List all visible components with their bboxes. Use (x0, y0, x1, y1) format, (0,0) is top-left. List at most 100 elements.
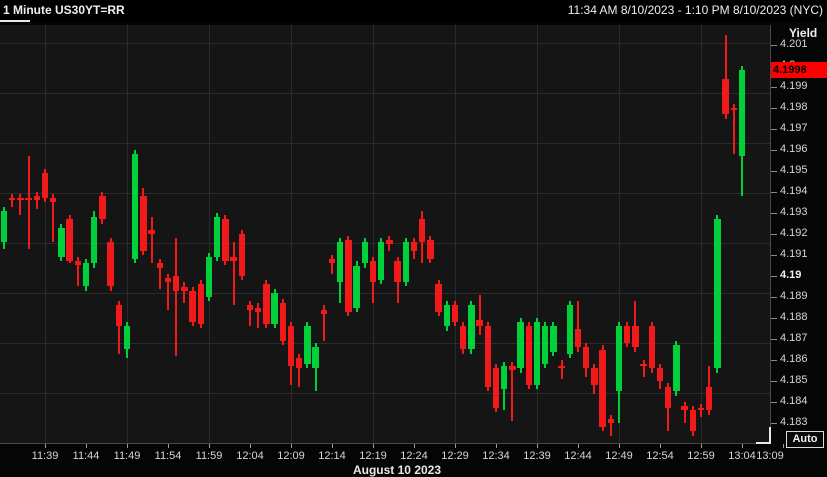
candle-body-down (66, 219, 73, 262)
horizontal-gridline (0, 293, 771, 294)
x-axis-date-label: August 10 2023 (352, 463, 442, 477)
candle-body-down (648, 326, 656, 369)
x-axis-tick (86, 444, 87, 448)
x-axis-label: 11:39 (31, 450, 59, 462)
candle-body-down (156, 263, 164, 268)
x-axis-tick (537, 444, 538, 448)
candle-body-down (681, 406, 688, 411)
y-axis-tick (771, 87, 777, 88)
vertical-gridline (618, 25, 620, 444)
x-axis-tick (209, 444, 210, 448)
candle-wick-down (724, 34, 727, 119)
candlestick-plot-area[interactable] (0, 25, 771, 444)
candle-wick-down (257, 303, 260, 329)
y-axis[interactable]: Yield 4.2014.24.1994.1984.1974.1964.1954… (771, 22, 827, 444)
x-axis-label: 12:24 (400, 450, 428, 462)
candle-body-down (697, 408, 705, 411)
candle-body-up (90, 217, 98, 264)
auto-scale-button[interactable]: Auto (786, 431, 824, 448)
candle-body-down (558, 366, 565, 369)
candle-wick-down (298, 353, 301, 388)
y-axis-tick (771, 402, 777, 403)
candle-body-down (148, 229, 155, 234)
x-axis-tick (701, 444, 702, 448)
y-axis-tick (771, 192, 777, 193)
candle-body-up (500, 366, 508, 390)
candle-body-down (451, 305, 459, 323)
x-axis-tick (496, 444, 497, 448)
candle-wick-down (167, 273, 169, 310)
candle-body-down (238, 234, 246, 276)
x-axis-tick (250, 444, 251, 448)
candle-wick-down (560, 360, 563, 379)
x-axis-tick (168, 444, 169, 448)
x-axis-label: 12:14 (318, 450, 346, 462)
candle-body-up (533, 322, 541, 386)
chart-title: 1 Minute US30YT=RR (3, 3, 125, 17)
y-axis-label: 4.185 (780, 374, 808, 386)
y-axis-tick (771, 213, 777, 214)
candle-body-up (271, 292, 278, 325)
candle-body-down (254, 307, 262, 312)
candle-body-down (222, 219, 229, 262)
x-axis-label: 12:29 (441, 450, 469, 462)
candle-body-down (640, 364, 647, 367)
candle-body-down (107, 242, 114, 287)
vertical-gridline (208, 25, 210, 444)
x-axis-label: 11:44 (72, 450, 100, 462)
y-axis-label: 4.198 (780, 101, 808, 113)
x-axis-label: 12:34 (482, 450, 510, 462)
x-axis-tick (291, 444, 292, 448)
x-axis-tick (660, 444, 661, 448)
vertical-gridline (290, 25, 292, 444)
candle-body-down (41, 173, 49, 199)
x-axis-tick (455, 444, 456, 448)
y-axis-label: 4.187 (780, 332, 808, 344)
candle-body-down (705, 387, 713, 411)
y-axis-tick (771, 129, 777, 130)
chart-time-range: 11:34 AM 8/10/2023 - 1:10 PM 8/10/2023 (… (567, 3, 823, 17)
candle-wick-down (331, 255, 333, 274)
y-axis-tick (771, 234, 777, 235)
candle-body-down (369, 261, 377, 283)
candle-body-down (476, 320, 483, 327)
candle-wick-down (683, 402, 686, 423)
candle-body-up (353, 265, 360, 308)
y-axis-label: 4.199 (780, 80, 808, 92)
candle-body-down (435, 284, 442, 312)
vertical-gridline (126, 25, 128, 444)
candle-wick-down (577, 301, 579, 352)
candle-wick-down (322, 305, 325, 342)
candle-body-down (509, 366, 516, 371)
candle-wick-down (609, 414, 612, 436)
candle-wick-down (19, 194, 22, 216)
y-axis-tick (771, 171, 777, 172)
horizontal-gridline (0, 193, 771, 194)
candle-body-down (607, 418, 615, 423)
candle-body-up (615, 326, 623, 392)
candle-body-down (140, 196, 147, 251)
x-axis-tick (127, 444, 128, 448)
horizontal-gridline (0, 343, 771, 344)
title-underline (0, 20, 30, 22)
candle-body-up (566, 305, 574, 354)
candle-body-down (33, 196, 41, 201)
last-price-value: 4.1998 (773, 64, 807, 77)
y-axis-tick (771, 297, 777, 298)
candle-body-down (17, 198, 24, 201)
x-axis-label: 12:04 (236, 450, 264, 462)
y-axis-tick (771, 423, 777, 424)
candle-body-up (304, 326, 311, 365)
candle-body-up (738, 70, 746, 157)
x-axis-tick (45, 444, 46, 448)
candle-body-down (386, 240, 393, 245)
candle-body-up (541, 326, 549, 365)
candle-wick-down (27, 156, 30, 249)
candle-body-down (115, 305, 123, 327)
candle-body-down (99, 196, 106, 220)
y-axis-tick (771, 255, 777, 256)
candle-body-down (49, 198, 57, 203)
x-axis-label: 12:39 (523, 450, 551, 462)
candle-body-down (722, 78, 729, 115)
candle-body-down (189, 290, 196, 323)
